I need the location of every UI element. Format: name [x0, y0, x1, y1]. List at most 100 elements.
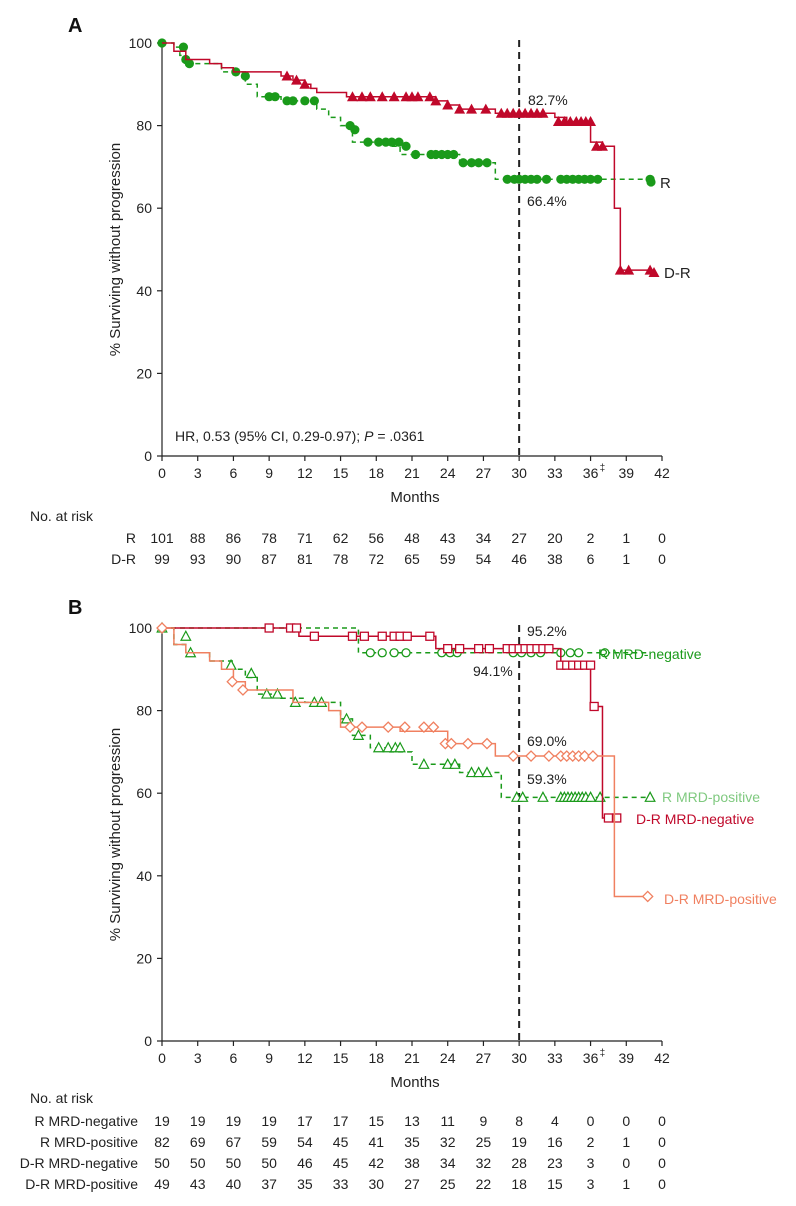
censor-marker-triangle [466, 103, 478, 114]
risk-table-cell: 40 [226, 1176, 242, 1192]
censor-marker-open-triangle [260, 687, 273, 699]
risk-table-row-label: R [126, 530, 136, 546]
censor-marker-circle [502, 174, 512, 184]
risk-table-cell: 69 [190, 1134, 206, 1150]
censor-marker-open-diamond [382, 721, 395, 734]
risk-table-row-label: R MRD-positive [40, 1134, 138, 1150]
y-tick-label: 60 [136, 200, 152, 216]
risk-table-cell: 15 [368, 1113, 384, 1129]
panel-a-axes: 0 3 6 9 12 15 18 21 24 27 30 33 36 ‡ 39 42020406080100M… [107, 35, 670, 506]
x-tick-label: 3 [194, 465, 202, 481]
censor-marker-open-triangle [340, 712, 353, 724]
x-tick-label: 3 [194, 1050, 202, 1066]
series-d-r-mrd-negative [162, 623, 622, 823]
risk-table-cell: 50 [261, 1155, 277, 1171]
risk-table-cell: 46 [511, 551, 527, 567]
risk-table-cell: 71 [297, 530, 313, 546]
censor-marker-open-square [347, 631, 358, 641]
censor-marker-open-triangle [441, 758, 454, 769]
series-d-r-mrd-positive [156, 622, 654, 903]
risk-table-cell: 4 [551, 1113, 559, 1129]
risk-table-cell: 35 [404, 1134, 420, 1150]
censor-marker-triangle [412, 91, 424, 102]
risk-table-cell: 2 [587, 1134, 595, 1150]
risk-table-cell: 11 [440, 1113, 455, 1129]
risk-table-cell: 46 [297, 1155, 313, 1171]
x-tick-label: 27 [476, 1050, 492, 1066]
censor-marker-triangle [291, 74, 303, 85]
censor-marker-open-triangle [245, 667, 258, 679]
risk-table-cell: 90 [226, 551, 242, 567]
censor-marker-circle [300, 96, 310, 106]
y-tick-label: 0 [144, 1033, 152, 1049]
x-tick-label: 9 [265, 465, 273, 481]
censor-marker-open-diamond [417, 721, 430, 734]
risk-table-cell: 30 [368, 1176, 384, 1192]
censor-marker-triangle [376, 91, 388, 102]
censor-marker-triangle [281, 70, 293, 81]
risk-table-cell: 6 [587, 551, 595, 567]
censor-marker-open-triangle [271, 687, 284, 699]
censor-marker-circle [449, 149, 459, 160]
censor-marker-circle [482, 158, 492, 168]
censor-marker-open-diamond [462, 737, 474, 750]
x-tick-label: 30 [511, 465, 527, 481]
risk-table-cell: 59 [440, 551, 456, 567]
x-tick-label: 33 [547, 465, 563, 481]
hazard-ratio-annotation: HR, 0.53 (95% CI, 0.29-0.97); P = .0361 [175, 428, 425, 444]
risk-table-cell: 3 [587, 1176, 595, 1192]
risk-table-cell: 86 [226, 530, 242, 546]
x-tick-footnote-marker: ‡ [600, 463, 606, 474]
risk-table-cell: 8 [515, 1113, 523, 1129]
risk-table-title: No. at risk [30, 508, 94, 524]
x-tick-footnote-marker: ‡ [600, 1048, 606, 1059]
risk-table-cell: 32 [440, 1134, 456, 1150]
censor-marker-circle [178, 42, 189, 52]
censor-marker-open-circle [365, 648, 375, 658]
risk-table-row-label: D-R MRD-negative [20, 1155, 138, 1171]
x-axis-title: Months [390, 489, 439, 506]
risk-table-cell: 82 [154, 1134, 170, 1150]
risk-table-cell: 16 [547, 1134, 563, 1150]
censor-marker-open-diamond [226, 675, 239, 688]
x-tick-label: 33 [547, 1050, 563, 1066]
risk-table-row-label: R MRD-negative [35, 1113, 139, 1129]
y-tick-label: 80 [136, 118, 152, 134]
censor-marker-circle [458, 158, 468, 168]
risk-table-cell: 18 [511, 1176, 527, 1192]
censor-marker-open-triangle [516, 791, 529, 802]
risk-table-cell: 35 [297, 1176, 313, 1192]
risk-table-cell: 0 [587, 1113, 595, 1129]
censor-marker-circle [184, 59, 194, 69]
risk-table-cell: 67 [226, 1134, 242, 1150]
legend-marker-r [646, 177, 656, 187]
risk-table-title: No. at risk [30, 1090, 94, 1106]
risk-table-cell: 65 [404, 551, 420, 567]
censor-marker-circle [585, 174, 596, 184]
risk-table-cell: 81 [297, 551, 313, 567]
censor-marker-open-triangle [352, 729, 365, 740]
risk-table-cell: 0 [658, 1155, 666, 1171]
censor-marker-open-circle [574, 648, 584, 658]
censor-marker-circle [401, 141, 411, 151]
censor-marker-open-circle [600, 648, 610, 658]
risk-table-cell: 2 [587, 530, 595, 546]
censor-marker-circle [350, 125, 360, 135]
censor-marker-open-triangle [537, 791, 549, 802]
censor-marker-circle [410, 149, 421, 160]
censor-marker-triangle [537, 107, 549, 118]
risk-table-cell: 0 [658, 530, 666, 546]
p-label: P [364, 428, 374, 444]
panel-a-series-labels: R D-R 82.7% 66.4% HR, 0.53 (95% CI, 0.29… [175, 92, 691, 444]
risk-table-cell: 54 [297, 1134, 313, 1150]
censor-marker-triangle [430, 95, 442, 106]
risk-table-cell: 27 [511, 530, 527, 546]
censor-marker-open-triangle [584, 791, 597, 802]
y-axis-title: % Surviving without progression [107, 143, 124, 356]
risk-table-cell: 62 [333, 530, 349, 546]
censor-marker-circle [309, 96, 319, 106]
risk-table-cell: 25 [440, 1176, 456, 1192]
risk-table-cell: 50 [154, 1155, 170, 1171]
censor-marker-open-triangle [382, 741, 394, 753]
